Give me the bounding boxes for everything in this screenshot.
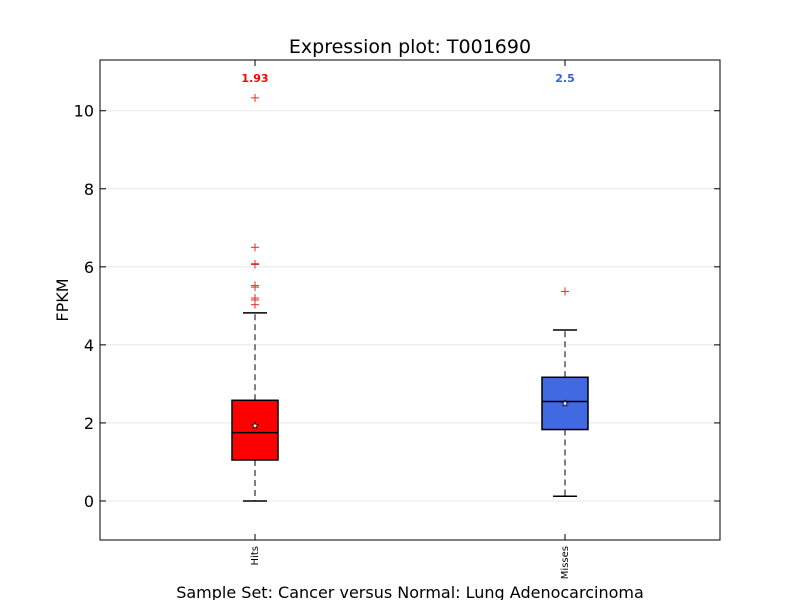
outlier-point: [561, 287, 569, 296]
mean-value-label: 2.5: [555, 72, 575, 85]
gridlines: [100, 110, 720, 502]
outlier-point: [251, 283, 259, 292]
outlier-point: [251, 260, 259, 269]
mean-value-label: 1.93: [241, 72, 268, 85]
y-tick-label: 2: [84, 414, 94, 433]
y-axis-label: FPKM: [53, 278, 72, 321]
x-axis-label: Sample Set: Cancer versus Normal: Lung A…: [176, 583, 644, 600]
y-tick-label: 0: [84, 492, 94, 511]
outlier-point: [251, 300, 259, 309]
plot-frame: [99, 59, 721, 541]
mean-marker: [250, 421, 260, 430]
x-category-label: Hits: [250, 546, 261, 565]
y-tick-label: 6: [84, 258, 94, 277]
outlier-point: [251, 243, 259, 252]
y-tick-label: 8: [84, 180, 94, 199]
y-tick-label: 4: [84, 336, 94, 355]
y-tick-label: 10: [74, 102, 94, 121]
boxes: 1.93 2.5: [231, 72, 589, 502]
chart-title: Expression plot: T001690: [289, 36, 531, 58]
x-category-label: Misses: [560, 546, 571, 579]
mean-marker: [560, 399, 570, 407]
outlier-point: [251, 93, 259, 102]
axis-ticks: 0 2 4 6 8 10 Hits Misses: [74, 60, 720, 579]
iqr-box: [231, 399, 279, 461]
